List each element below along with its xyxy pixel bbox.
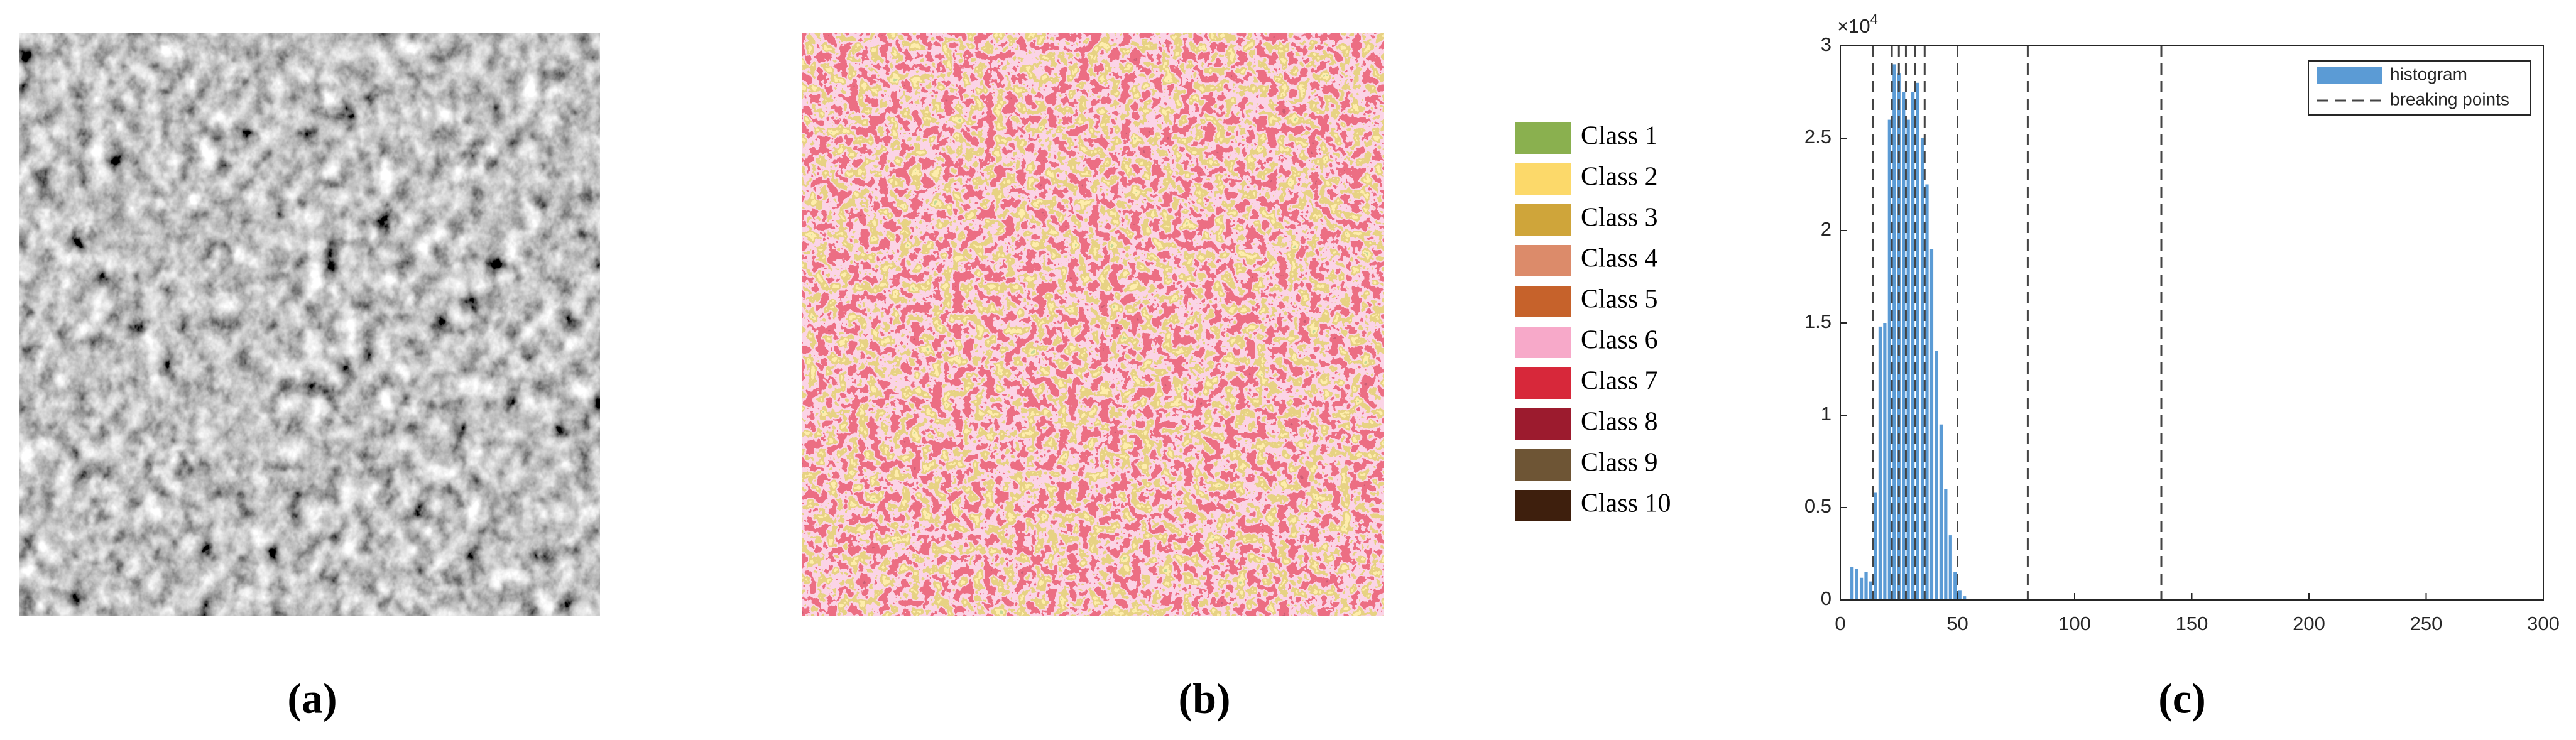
legend-swatch bbox=[1515, 408, 1571, 440]
legend-swatch bbox=[1515, 245, 1571, 276]
y-tick-label: 1.5 bbox=[1804, 310, 1831, 332]
histogram-bar bbox=[1920, 138, 1924, 600]
y-tick-label: 2 bbox=[1821, 218, 1831, 240]
legend-label: Class 1 bbox=[1581, 122, 1658, 151]
histogram-bar bbox=[1911, 92, 1915, 600]
histogram-bar bbox=[1887, 119, 1891, 601]
panel-label: (c) bbox=[2158, 675, 2205, 722]
y-tick-label: 1 bbox=[1821, 403, 1831, 425]
histogram-bar bbox=[1929, 249, 1934, 600]
histogram-bar bbox=[1878, 326, 1882, 600]
y-tick-label: 3 bbox=[1821, 33, 1831, 55]
legend-swatch bbox=[1515, 449, 1571, 481]
histogram-bar bbox=[1864, 572, 1868, 600]
legend-swatch bbox=[1515, 327, 1571, 358]
histogram-bar bbox=[1906, 119, 1910, 601]
y-scale-exponent: 4 bbox=[1870, 11, 1878, 27]
legend-swatch bbox=[1515, 367, 1571, 399]
legend-swatch bbox=[1515, 163, 1571, 195]
y-tick-label: 2.5 bbox=[1804, 126, 1831, 148]
histogram-bar bbox=[1935, 351, 1938, 600]
legend-label: Class 5 bbox=[1581, 285, 1658, 314]
legend-swatch bbox=[2317, 67, 2382, 84]
histogram-bar bbox=[1874, 492, 1877, 600]
histogram-bar bbox=[1902, 92, 1906, 600]
legend-label: Class 9 bbox=[1581, 449, 1658, 477]
x-tick-label: 250 bbox=[2410, 612, 2443, 634]
legend-label: Class 3 bbox=[1581, 204, 1658, 232]
panel-label: (b) bbox=[1178, 675, 1230, 722]
y-scale-base: ×10 bbox=[1837, 15, 1870, 37]
y-tick-label: 0.5 bbox=[1804, 495, 1831, 517]
histogram-bar bbox=[1859, 577, 1864, 600]
classification-map bbox=[802, 33, 1384, 616]
y-tick-label: 0 bbox=[1821, 587, 1831, 609]
legend-label: Class 2 bbox=[1581, 163, 1658, 192]
legend-label: breaking points bbox=[2390, 89, 2509, 109]
histogram-bar bbox=[1892, 64, 1896, 600]
legend-label: histogram bbox=[2390, 64, 2467, 84]
legend-label: Class 10 bbox=[1581, 489, 1671, 518]
legend-label: Class 4 bbox=[1581, 244, 1658, 273]
histogram-bar bbox=[1925, 184, 1929, 600]
x-tick-label: 100 bbox=[2058, 612, 2091, 634]
x-tick-label: 300 bbox=[2527, 612, 2560, 634]
histogram-bar bbox=[1953, 572, 1957, 600]
legend-label: Class 7 bbox=[1581, 367, 1658, 396]
legend-swatch bbox=[1515, 204, 1571, 236]
legend-box bbox=[2308, 60, 2531, 116]
histogram-bar bbox=[1963, 596, 1967, 600]
legend-swatch bbox=[1515, 286, 1571, 317]
histogram-bar bbox=[1948, 535, 1952, 600]
histogram-bar bbox=[1850, 567, 1854, 600]
panel-label: (a) bbox=[287, 675, 337, 722]
x-tick-label: 200 bbox=[2293, 612, 2325, 634]
histogram-bar bbox=[1869, 581, 1873, 600]
histogram-bar bbox=[1855, 569, 1858, 600]
x-tick-label: 0 bbox=[1835, 612, 1845, 634]
x-tick-label: 150 bbox=[2176, 612, 2208, 634]
legend-label: Class 6 bbox=[1581, 326, 1658, 355]
satellite-image bbox=[19, 33, 600, 616]
legend-label: Class 8 bbox=[1581, 408, 1658, 437]
legend-swatch bbox=[1515, 490, 1571, 521]
histogram-bar bbox=[1958, 590, 1962, 600]
histogram-bar bbox=[1939, 424, 1943, 600]
histogram-bar bbox=[1916, 82, 1919, 601]
histogram-bar bbox=[1883, 323, 1887, 600]
y-scale-label: ×104 bbox=[1837, 11, 1878, 37]
legend-swatch bbox=[1515, 122, 1571, 154]
x-tick-label: 50 bbox=[1946, 612, 1968, 634]
histogram-bar bbox=[1944, 489, 1948, 600]
